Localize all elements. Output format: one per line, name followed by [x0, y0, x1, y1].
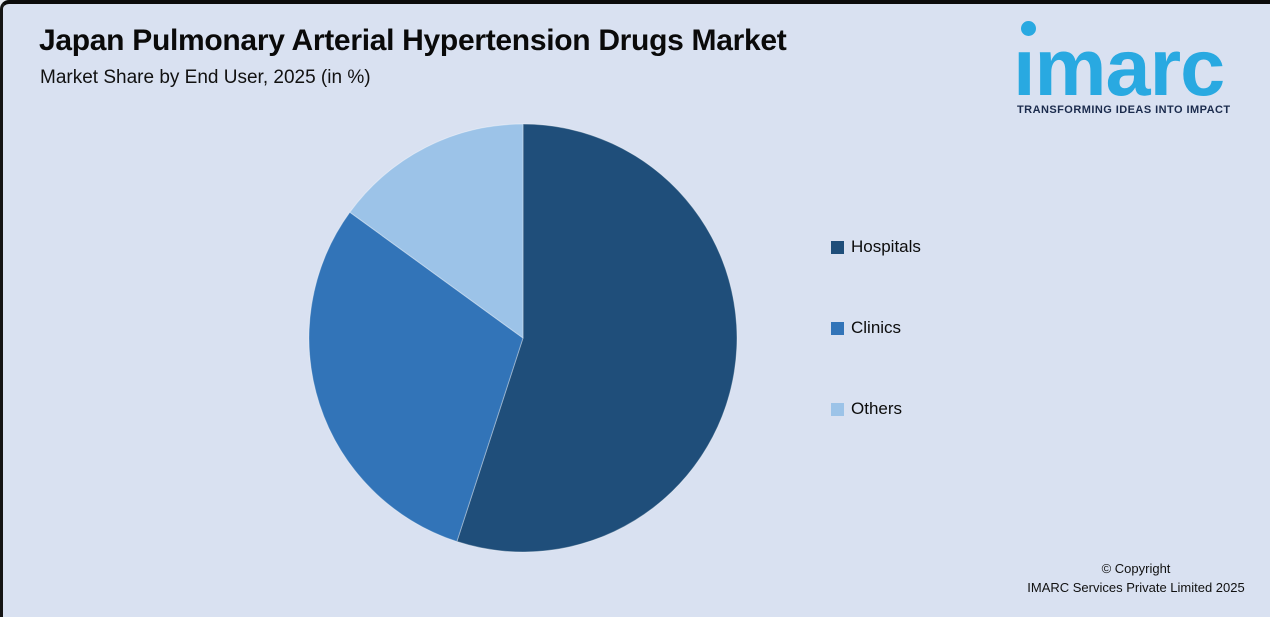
copyright-notice: © Copyright IMARC Services Private Limit… [1011, 560, 1261, 598]
imarc-logo: ımarc TRANSFORMING IDEAS INTO IMPACT [1011, 4, 1263, 124]
legend-label: Hospitals [851, 237, 921, 256]
legend-swatch-icon [831, 402, 844, 416]
copyright-line2: IMARC Services Private Limited 2025 [1027, 579, 1245, 595]
legend-item-others: Others [831, 399, 921, 419]
chart-legend: Hospitals Clinics Others [831, 237, 921, 419]
legend-swatch-icon [831, 321, 844, 335]
imarc-logo-dot-icon [1021, 21, 1036, 36]
chart-subtitle: Market Share by End User, 2025 (in %) [40, 67, 371, 88]
imarc-logo-tagline: TRANSFORMING IDEAS INTO IMPACT [1017, 104, 1231, 116]
legend-item-hospitals: Hospitals [831, 237, 921, 257]
legend-swatch-icon [831, 240, 844, 254]
legend-label: Clinics [851, 318, 902, 337]
pie-slice-hospitals [456, 123, 738, 553]
imarc-logo-wordmark: ımarc [1013, 23, 1225, 113]
legend-item-clinics: Clinics [831, 318, 921, 338]
copyright-line1: © Copyright [1101, 561, 1171, 576]
pie-slice-clinics [308, 211, 524, 543]
page-title: Japan Pulmonary Arterial Hypertension Dr… [39, 24, 787, 57]
legend-label: Others [851, 399, 903, 418]
pie-chart-area [308, 123, 738, 553]
pie-slice-others [349, 123, 524, 339]
pie-chart [308, 123, 738, 553]
